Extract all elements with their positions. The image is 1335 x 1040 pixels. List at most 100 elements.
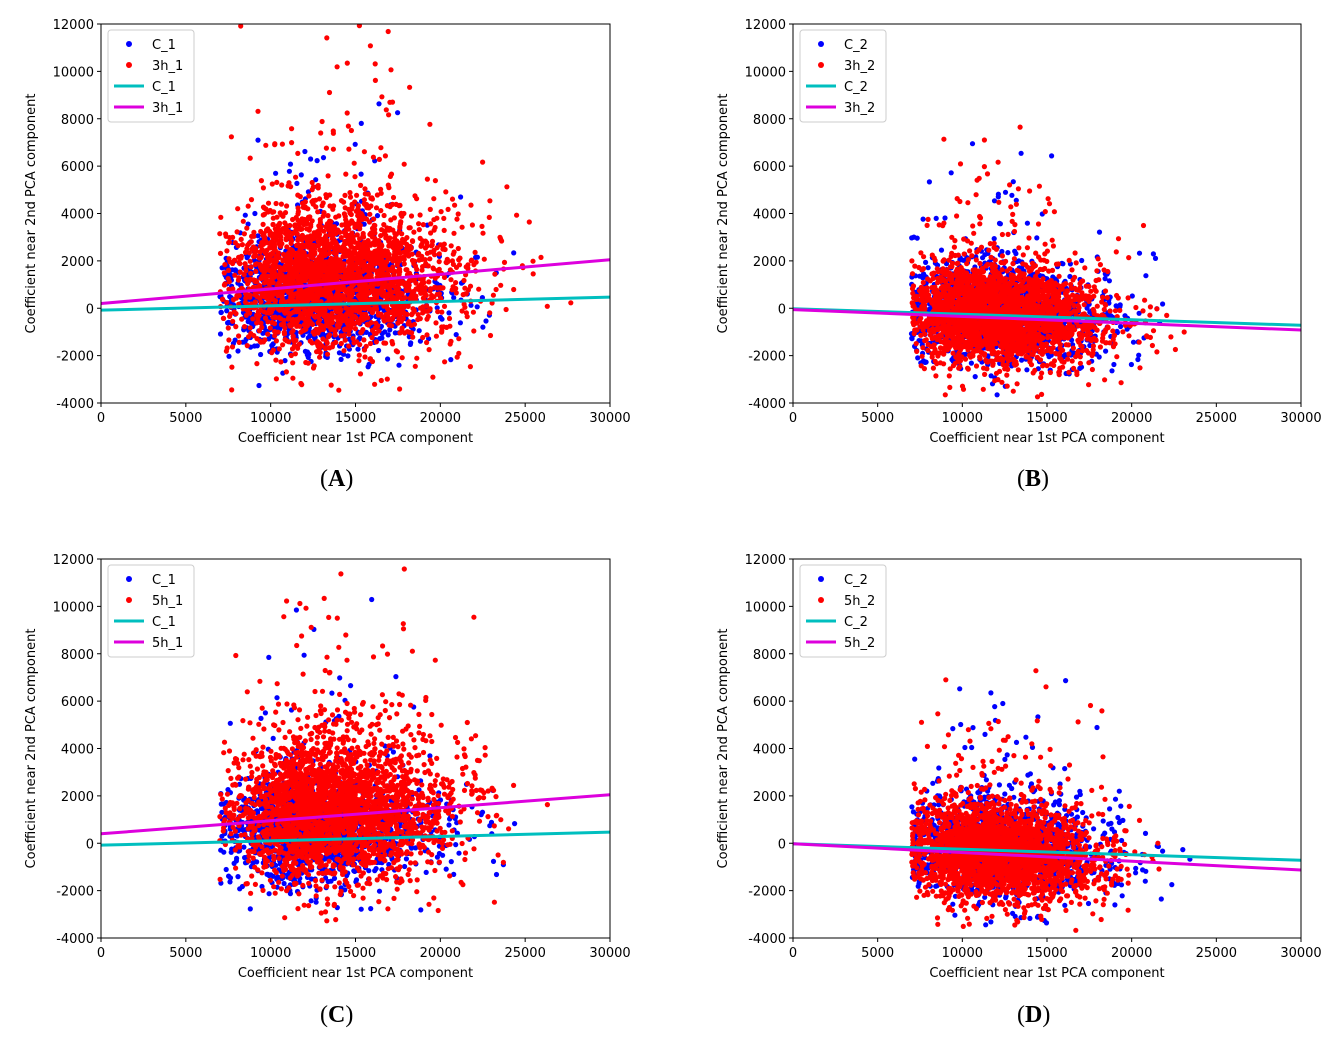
data-point — [464, 314, 470, 320]
data-point — [298, 172, 304, 178]
data-point — [283, 237, 289, 243]
data-point — [347, 249, 353, 255]
data-point — [323, 259, 329, 265]
data-point — [327, 266, 333, 272]
data-point — [376, 156, 382, 162]
data-point — [334, 277, 340, 283]
data-point — [258, 299, 264, 305]
data-point — [251, 229, 257, 235]
data-point — [290, 360, 296, 366]
data-point — [243, 268, 249, 274]
data-point — [337, 257, 343, 263]
data-point — [283, 224, 289, 230]
data-point — [302, 199, 308, 205]
data-point — [441, 241, 447, 247]
data-point — [229, 387, 235, 393]
data-point — [274, 230, 280, 236]
data-point — [313, 204, 319, 210]
data-point — [350, 304, 356, 310]
data-point — [229, 364, 235, 370]
data-point — [368, 195, 374, 201]
data-point — [383, 259, 390, 265]
data-point — [243, 264, 249, 270]
data-point — [232, 267, 238, 273]
data-point — [425, 308, 431, 314]
data-point — [230, 260, 236, 267]
data-point — [383, 107, 389, 113]
data-point — [309, 233, 315, 239]
data-point — [400, 254, 406, 260]
data-point — [1049, 153, 1055, 159]
panel-label-a: (A) — [320, 466, 354, 492]
data-point — [382, 153, 388, 159]
data-point — [302, 323, 308, 329]
data-point — [333, 339, 339, 345]
data-point — [326, 250, 332, 257]
data-point — [428, 230, 434, 236]
data-point — [373, 205, 380, 211]
data-point — [260, 221, 266, 227]
data-point — [1111, 361, 1117, 368]
data-point — [282, 358, 288, 364]
data-point — [321, 277, 327, 283]
data-point — [972, 374, 978, 380]
data-point — [295, 192, 301, 198]
data-point — [247, 310, 253, 316]
data-point — [274, 263, 280, 270]
data-point — [278, 234, 284, 240]
data-point — [317, 354, 323, 360]
data-point — [245, 281, 251, 287]
data-point — [411, 229, 417, 235]
data-point — [337, 263, 343, 269]
data-point — [315, 182, 321, 189]
data-point — [448, 277, 454, 283]
data-point — [390, 315, 396, 321]
data-point — [289, 322, 295, 329]
legend-marker — [126, 41, 132, 47]
data-point — [481, 256, 487, 262]
data-point — [396, 271, 402, 277]
data-point — [453, 332, 459, 338]
data-point — [221, 282, 227, 288]
data-point — [938, 247, 945, 253]
data-point — [389, 99, 396, 105]
data-point — [244, 225, 250, 231]
data-point — [288, 292, 294, 298]
data-point — [428, 221, 434, 227]
x-tick-label: 30000 — [589, 411, 630, 426]
data-point — [369, 234, 375, 240]
data-point — [297, 225, 303, 231]
data-point — [351, 160, 357, 166]
data-point — [263, 142, 269, 148]
data-point — [361, 149, 367, 155]
data-point — [915, 355, 921, 361]
legend-marker — [126, 62, 132, 68]
data-point — [271, 209, 277, 215]
scatter-plot-b: 0 5000 10000 15000 20000 25000 30000-4000-2000… — [716, 18, 1322, 446]
data-point — [406, 225, 412, 231]
data-point — [327, 192, 333, 198]
data-point — [442, 359, 448, 365]
data-point — [272, 328, 278, 335]
data-point — [258, 351, 264, 358]
data-point — [399, 296, 405, 303]
data-point — [273, 357, 279, 363]
data-point — [221, 270, 227, 276]
y-tick-label: 0 — [86, 302, 94, 317]
data-point — [385, 356, 391, 362]
data-point — [347, 190, 353, 196]
data-point — [948, 170, 954, 176]
data-point — [285, 276, 292, 282]
data-point — [409, 311, 415, 317]
data-point — [398, 244, 404, 250]
data-point — [326, 89, 333, 96]
data-point — [459, 308, 465, 314]
data-point — [1128, 361, 1134, 368]
data-point — [269, 269, 275, 275]
data-point — [278, 293, 284, 299]
data-point — [226, 353, 232, 359]
data-point — [270, 347, 276, 353]
data-point — [274, 214, 280, 220]
data-point — [305, 266, 311, 272]
data-point — [262, 249, 268, 256]
